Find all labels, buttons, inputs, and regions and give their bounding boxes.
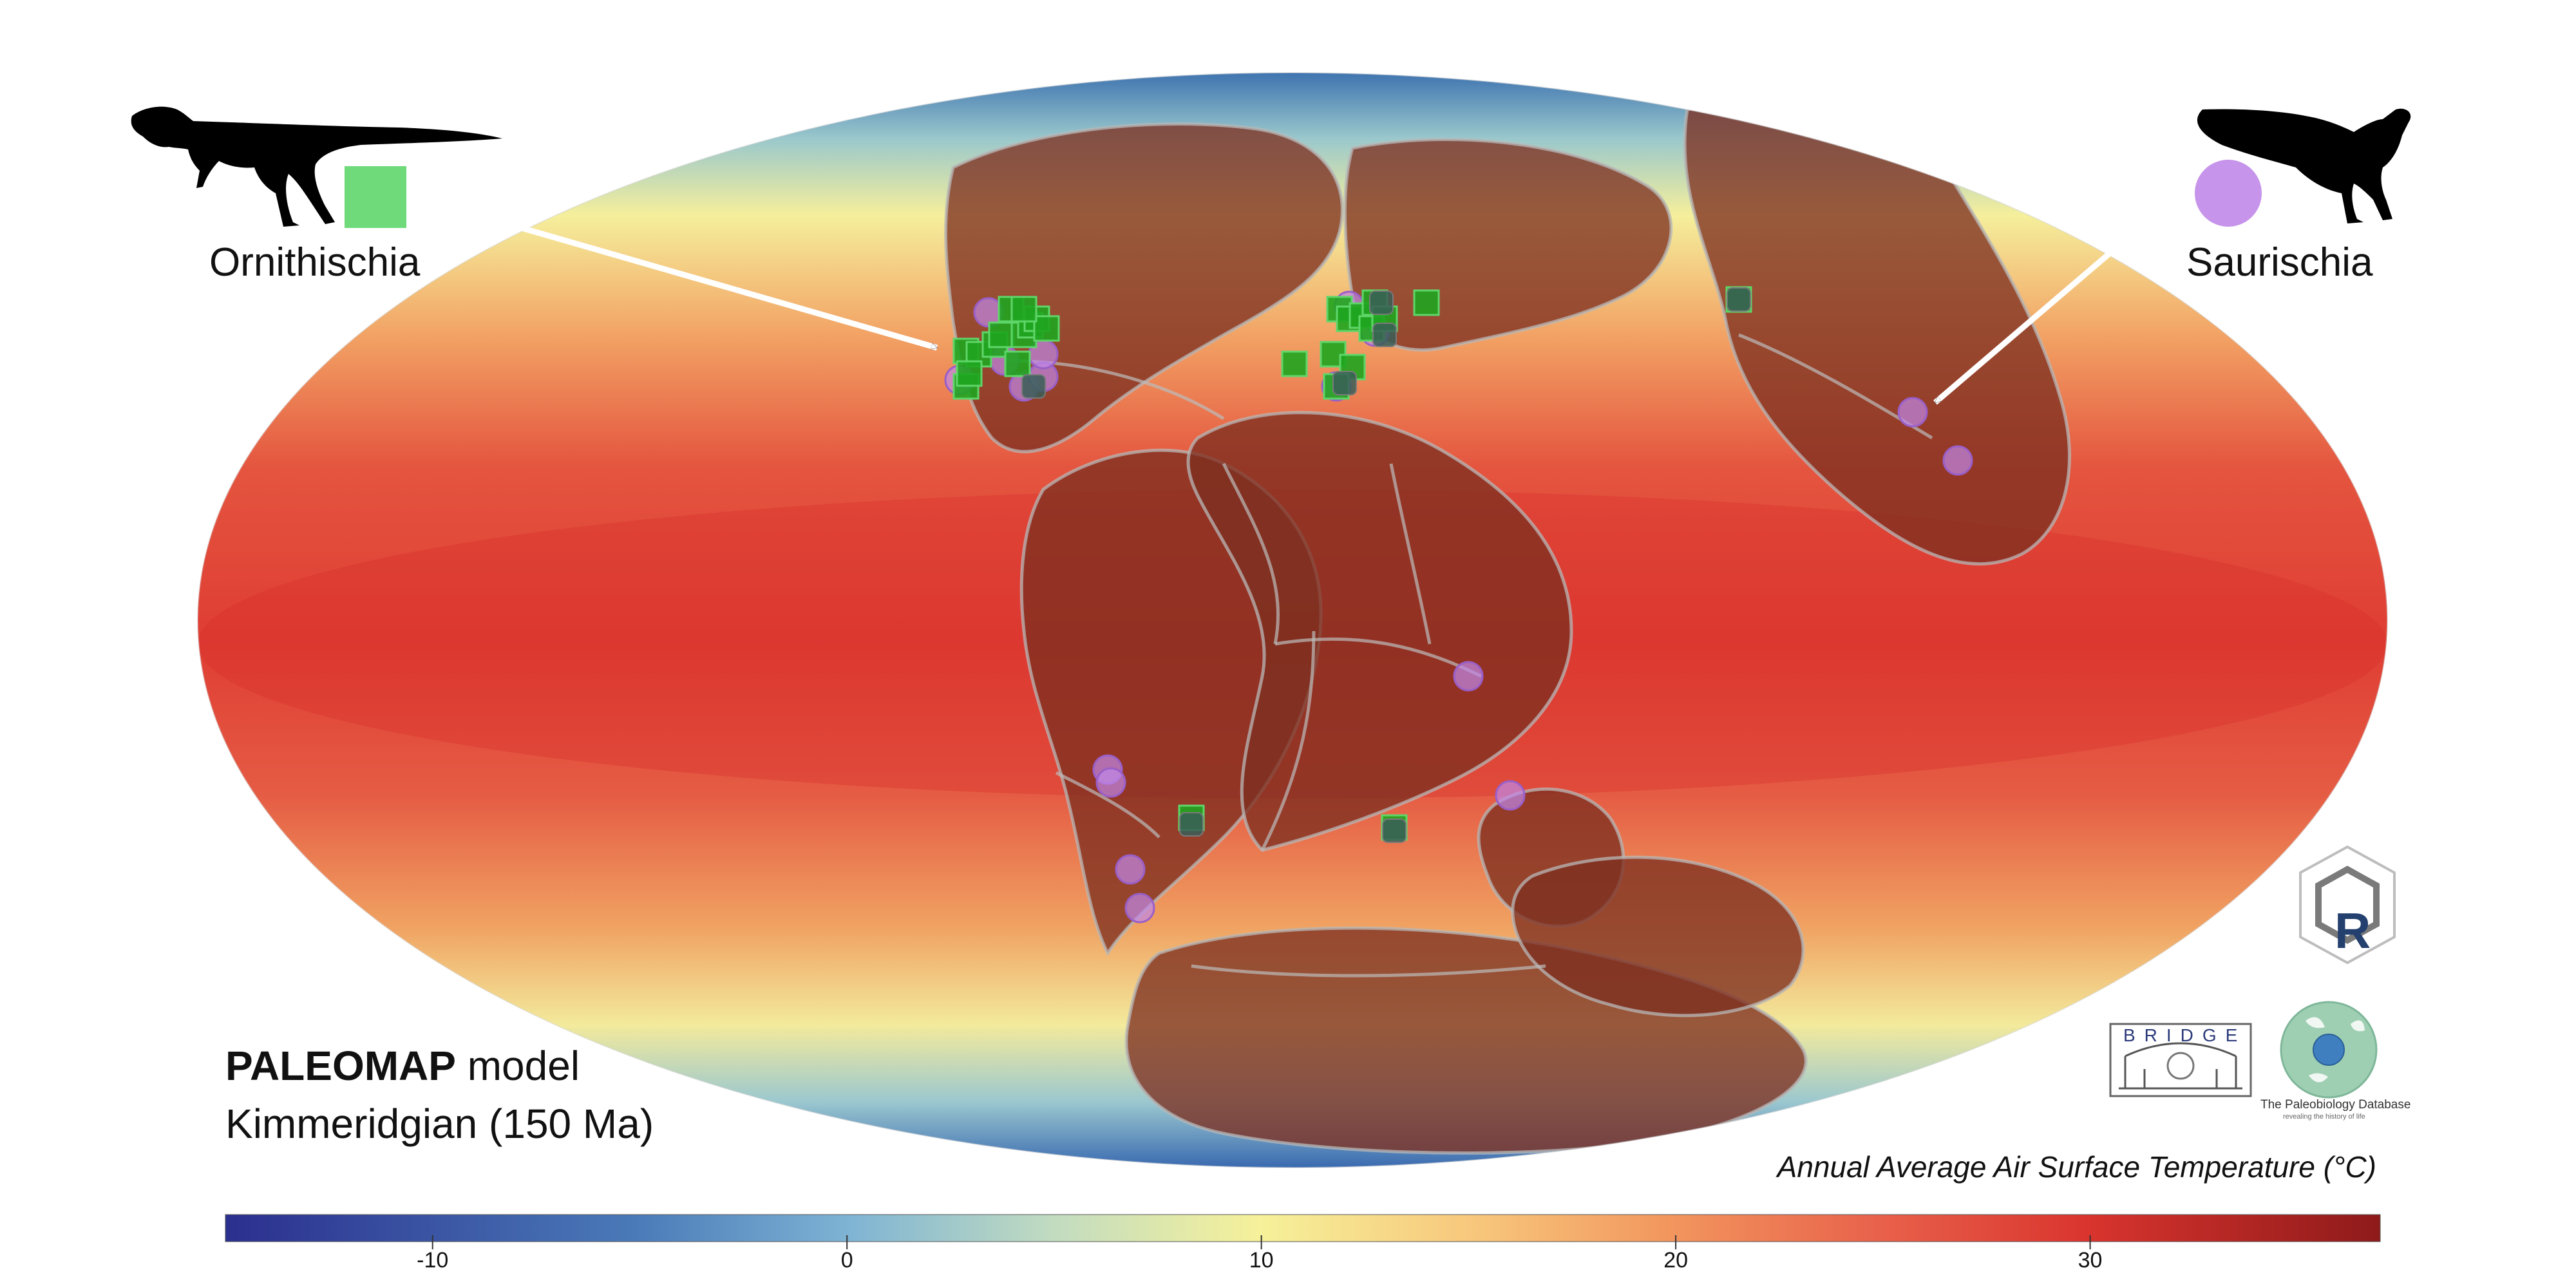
model-name: PALEOMAP: [225, 1043, 456, 1089]
saurischia-occurrence: [1124, 893, 1155, 923]
colorbar-tick-label: 0: [840, 1248, 853, 1273]
legend-ornithischia: [131, 106, 937, 351]
colorbar-tick-label: 30: [2078, 1248, 2103, 1273]
mixed-occurrence: [1332, 371, 1357, 395]
colorbar-ticks: [431, 1235, 2091, 1249]
gplates-inner-hexagon-icon: [2315, 866, 2380, 944]
saurischia-occurrence: [1095, 767, 1126, 798]
saurischia-occurrence: [1495, 780, 1526, 811]
gplates-hexagon-icon: [2299, 845, 2396, 965]
ornithischia-occurrence: [988, 321, 1015, 348]
ornithischia-label: Ornithischia: [209, 240, 421, 285]
ornithischia-occurrence: [1281, 350, 1308, 377]
pbdb-leaf-icon: [2306, 1017, 2365, 1083]
pbdb-name: The Paleobiology Database: [2260, 1098, 2411, 1112]
ornithischia-occurrence: [1033, 315, 1060, 342]
landmass-africa: [1186, 411, 1573, 852]
mixed-occurrence: [1727, 287, 1751, 312]
ornithischia-occurrence: [1004, 350, 1031, 377]
ornithischia-silhouette-icon: [131, 106, 503, 227]
occurrence-markers: [944, 286, 1973, 923]
saurischia-occurrence: [1453, 661, 1484, 692]
model-suffix: model: [455, 1043, 580, 1089]
pbdb-tagline: revealing the history of life: [2283, 1113, 2365, 1121]
globe-outline: [197, 72, 2388, 1168]
saurischia-occurrence: [1115, 854, 1146, 885]
map-subtitle: Kimmeridgian (150 Ma): [225, 1101, 654, 1147]
mixed-occurrence: [1382, 819, 1406, 843]
mixed-occurrence: [1369, 290, 1394, 315]
pbdb-earth-icon: [2313, 1034, 2345, 1066]
globe: [197, 72, 2388, 1168]
saurischia-arrow: [1933, 191, 2182, 405]
mixed-occurrence: [1021, 374, 1046, 399]
map-title-block: PALEOMAP model Kimmeridgian (150 Ma): [225, 1037, 654, 1153]
gplates-letter: R: [2334, 902, 2371, 959]
bridge-logo: [2109, 1023, 2252, 1097]
mixed-occurrence: [1179, 812, 1204, 837]
landmass-australia: [1511, 855, 1805, 1018]
colorbar-tick-label: 10: [1249, 1248, 1274, 1273]
bridge-globe-icon: [2166, 1052, 2195, 1080]
legend-saurischia: [1933, 108, 2411, 405]
colorbar-tick-label: 20: [1663, 1248, 1689, 1273]
ornithischia-occurrence: [1413, 289, 1440, 316]
ornithischia-arrow: [411, 193, 937, 351]
saurischia-occurrence: [1897, 397, 1928, 428]
bridge-frame: [2109, 1023, 2252, 1097]
colorbar: [225, 1214, 2381, 1249]
ornithischia-occurrence: [1010, 296, 1037, 323]
saurischia-circle-icon: [2195, 160, 2262, 227]
saurischia-silhouette-icon: [2197, 108, 2411, 223]
bridge-text: BRIDGE: [2123, 1025, 2247, 1045]
map-title: PALEOMAP model: [225, 1037, 654, 1095]
bridge-icon: [2119, 1042, 2242, 1090]
gplates-logo: [2299, 845, 2396, 965]
colorbar-title: Annual Average Air Surface Temperature (…: [1777, 1150, 2376, 1184]
ornithischia-square-icon: [345, 166, 406, 228]
mixed-occurrence: [1372, 323, 1397, 347]
colorbar-gradient: [225, 1214, 2381, 1242]
pbdb-logo: [2280, 1001, 2378, 1099]
saurischia-occurrence: [1942, 445, 1973, 476]
saurischia-label: Saurischia: [2186, 240, 2373, 285]
colorbar-tick-label: -10: [417, 1248, 449, 1273]
ornithischia-occurrence: [956, 360, 983, 387]
